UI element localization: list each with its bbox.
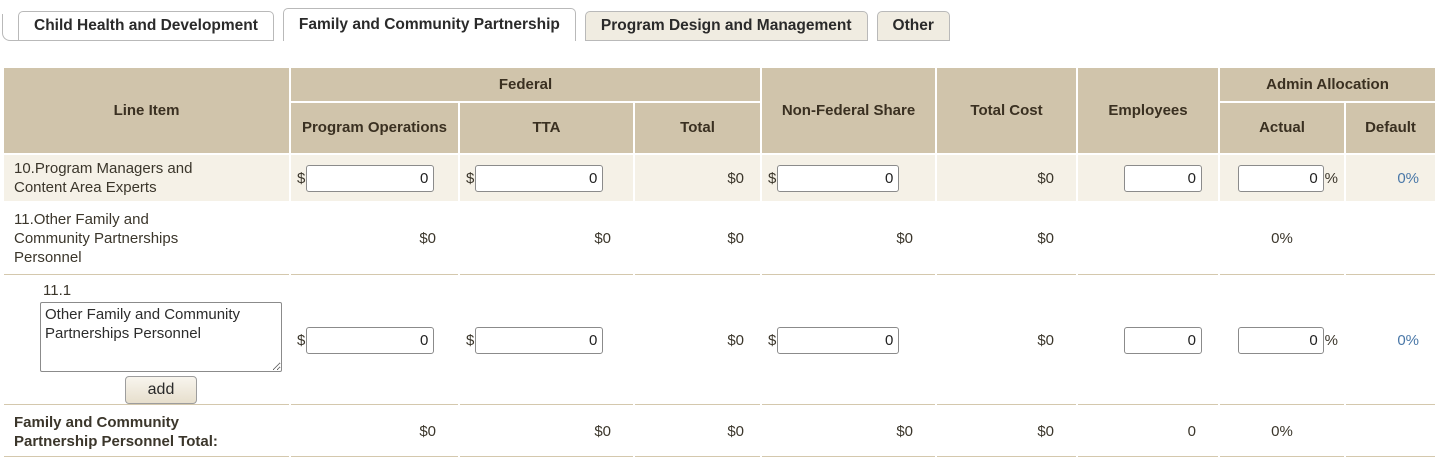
row11-1-description-textarea[interactable]: Other Family and Community Partnerships … <box>40 302 282 372</box>
percent-symbol: % <box>1324 332 1338 349</box>
tab-other[interactable]: Other <box>876 11 950 41</box>
row11-label: 11.Other Family and Community Partnershi… <box>14 211 179 266</box>
row11-admin-percent-value: 0% <box>1220 203 1344 275</box>
row10-non-federal-share-input[interactable] <box>777 164 900 192</box>
table-row-11: 11.Other Family and Community Partnershi… <box>4 203 1435 275</box>
row11-federal-total-value: $0 <box>635 203 760 275</box>
row10-program-operations-input[interactable] <box>306 164 435 192</box>
row11-1-non-federal-share-input[interactable] <box>777 327 900 354</box>
currency-symbol: $ <box>297 169 306 187</box>
row11-1-default-admin-link[interactable]: 0% <box>1397 332 1419 349</box>
tab-child-health-and-development[interactable]: Child Health and Development <box>18 11 274 41</box>
tab-program-design-and-management[interactable]: Program Design and Management <box>584 11 868 41</box>
col-header-actual: Actual <box>1220 103 1344 153</box>
row11-1-tta-input[interactable] <box>475 327 604 354</box>
budget-personnel-table: Line Item Federal Non-Federal Share Tota… <box>2 66 1437 459</box>
row10-actual-admin-input[interactable] <box>1237 164 1324 192</box>
col-header-total: Total <box>635 103 760 153</box>
total-tta-value: $0 <box>460 407 633 457</box>
row11-1-number: 11.1 <box>43 282 72 299</box>
row11-employees-value <box>1078 203 1218 275</box>
currency-symbol: $ <box>297 332 306 349</box>
table-row-11-1: 11.1 Other Family and Community Partners… <box>4 277 1435 405</box>
table-row-10: 10.Program Managers and Content Area Exp… <box>4 155 1435 201</box>
col-header-non-federal-share: Non-Federal Share <box>762 68 935 153</box>
row11-1-federal-total-value: $0 <box>635 277 760 405</box>
col-header-total-cost: Total Cost <box>937 68 1076 153</box>
row10-total-cost-value: $0 <box>937 155 1076 201</box>
col-header-employees: Employees <box>1078 68 1218 153</box>
row10-tta-input[interactable] <box>475 164 604 192</box>
total-employees-value: 0 <box>1078 407 1218 457</box>
col-header-tta: TTA <box>460 103 633 153</box>
row11-tta-value: $0 <box>460 203 633 275</box>
row10-default-admin-link[interactable]: 0% <box>1397 169 1419 187</box>
col-header-federal: Federal <box>291 68 760 101</box>
currency-symbol: $ <box>466 332 475 349</box>
row10-label: 10.Program Managers and Content Area Exp… <box>14 160 193 196</box>
tab-bar: Child Health and Development Family and … <box>0 0 1439 41</box>
row11-total-cost-value: $0 <box>937 203 1076 275</box>
col-header-line-item: Line Item <box>4 68 289 153</box>
row11-1-total-cost-value: $0 <box>937 277 1076 405</box>
tab-strip-corner <box>2 14 18 41</box>
row10-federal-total-value: $0 <box>635 155 760 201</box>
total-row-label: Family and Community Partnership Personn… <box>14 413 218 450</box>
percent-symbol: % <box>1324 169 1338 187</box>
row11-program-operations-value: $0 <box>291 203 458 275</box>
currency-symbol: $ <box>466 169 475 187</box>
total-federal-total-value: $0 <box>635 407 760 457</box>
currency-symbol: $ <box>768 169 777 187</box>
tab-family-and-community-partnership[interactable]: Family and Community Partnership <box>282 8 576 41</box>
col-header-program-operations: Program Operations <box>291 103 458 153</box>
row11-non-federal-share-value: $0 <box>762 203 935 275</box>
total-non-federal-share-value: $0 <box>762 407 935 457</box>
row11-1-actual-admin-input[interactable] <box>1237 327 1324 354</box>
total-program-operations-value: $0 <box>291 407 458 457</box>
total-default-value <box>1346 407 1435 457</box>
row11-1-program-operations-input[interactable] <box>306 327 435 354</box>
total-total-cost-value: $0 <box>937 407 1076 457</box>
row11-default-value <box>1346 203 1435 275</box>
col-header-default: Default <box>1346 103 1435 153</box>
currency-symbol: $ <box>768 332 777 349</box>
row10-employees-input[interactable] <box>1124 164 1202 192</box>
total-admin-percent-value: 0% <box>1220 407 1344 457</box>
add-line-item-button[interactable]: add <box>124 376 198 404</box>
table-row-total: Family and Community Partnership Personn… <box>4 407 1435 457</box>
row11-1-employees-input[interactable] <box>1124 327 1202 354</box>
col-header-admin-allocation: Admin Allocation <box>1220 68 1435 101</box>
